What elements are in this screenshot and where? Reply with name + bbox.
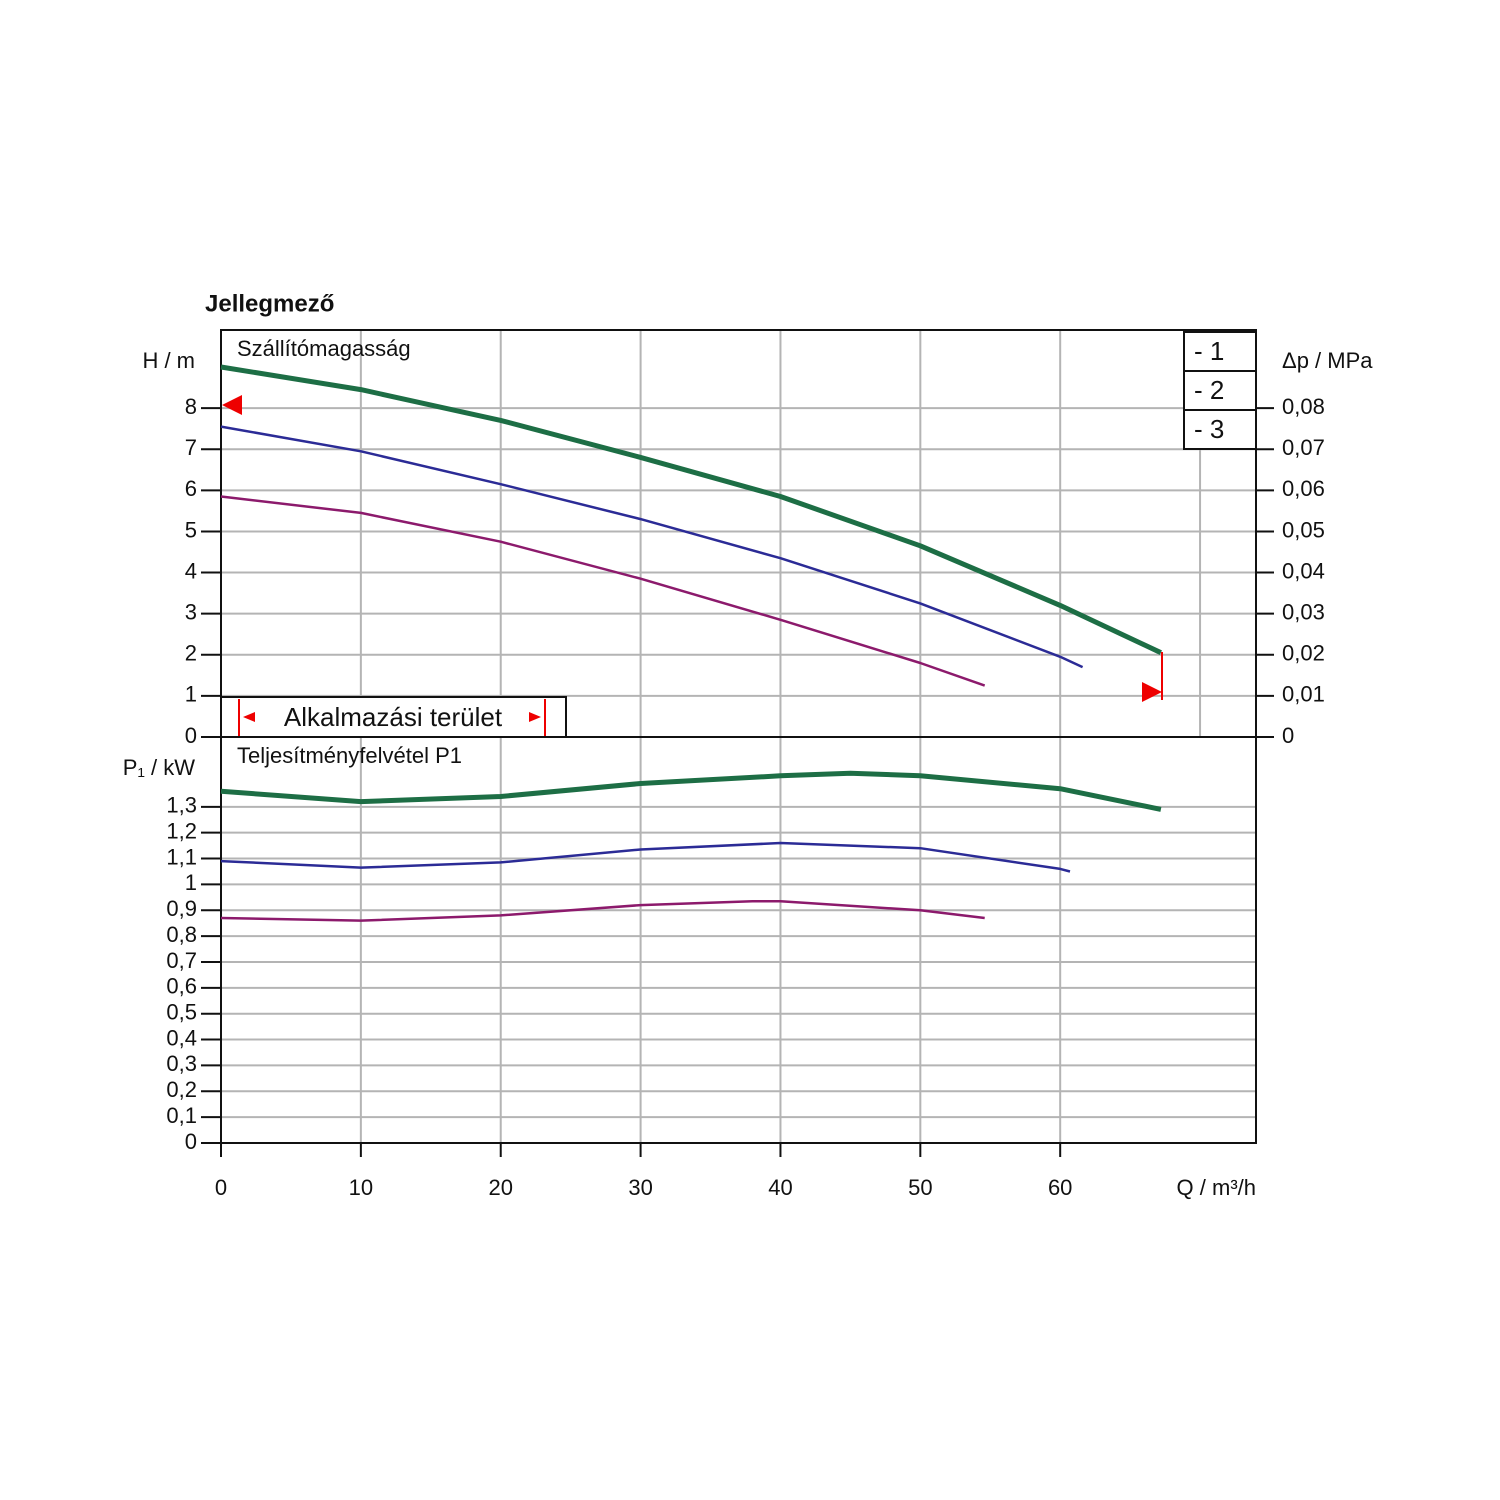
x-tick-label: 20	[488, 1175, 512, 1200]
annotation-box	[220, 696, 567, 738]
y2-axis-label: Δp / MPa	[1282, 348, 1373, 373]
y2-tick-label: 0	[1282, 723, 1294, 748]
plot-frame	[220, 736, 1257, 1144]
panel-title: Szállítómagasság	[237, 336, 411, 361]
y-tick-label: 0,4	[166, 1025, 197, 1050]
x-axis-label: Q / m³/h	[1177, 1175, 1256, 1200]
y-tick-label: 4	[185, 558, 197, 583]
y-tick-label: 3	[185, 599, 197, 624]
x-tick-label: 10	[349, 1175, 373, 1200]
y-tick-label: 0,8	[166, 922, 197, 947]
legend-label: - 2	[1194, 375, 1224, 405]
y2-tick-label: 0,06	[1282, 476, 1325, 501]
y-tick-label: 0,7	[166, 948, 197, 973]
y-tick-label: 0,3	[166, 1051, 197, 1076]
y-tick-label: 1,2	[166, 818, 197, 843]
y-tick-label: 0,1	[166, 1103, 197, 1128]
y-tick-label: 6	[185, 476, 197, 501]
y-tick-label: 0,5	[166, 1000, 197, 1025]
x-tick-label: 40	[768, 1175, 792, 1200]
y2-tick-label: 0,02	[1282, 641, 1325, 666]
y-tick-label: 1,3	[166, 793, 197, 818]
y-tick-label: 2	[185, 641, 197, 666]
x-tick-label: 60	[1048, 1175, 1072, 1200]
y-tick-label: 1	[185, 682, 197, 707]
y-tick-label: 0	[185, 723, 197, 748]
y-axis-label: H / m	[142, 348, 195, 373]
y2-tick-label: 0,05	[1282, 517, 1325, 542]
series-line	[220, 899, 985, 922]
series-line	[220, 425, 1084, 669]
y2-tick-label: 0,03	[1282, 599, 1325, 624]
legend-box	[1183, 409, 1257, 450]
x-tick-label: 30	[628, 1175, 652, 1200]
y-tick-label: 0,2	[166, 1077, 197, 1102]
y-tick-label: 5	[185, 517, 197, 542]
y-tick-label: 0,9	[166, 896, 197, 921]
series-line	[220, 770, 1162, 812]
panel-title: Teljesítményfelvétel P1	[237, 743, 462, 768]
x-tick-label: 0	[215, 1175, 227, 1200]
y-tick-label: 0,6	[166, 974, 197, 999]
series-line	[220, 495, 986, 687]
y-tick-label: 8	[185, 394, 197, 419]
series-line	[220, 364, 1162, 655]
y2-tick-label: 0,07	[1282, 435, 1325, 460]
annotation: Alkalmazási terület	[284, 702, 503, 732]
y-tick-label: 1,1	[166, 844, 197, 869]
y-axis-label: P₁ / kW	[123, 755, 195, 780]
y2-tick-label: 0,01	[1282, 682, 1325, 707]
chart-title: Jellegmező	[205, 290, 334, 317]
x-tick-label: 50	[908, 1175, 932, 1200]
legend-label: - 3	[1194, 414, 1224, 444]
series-line	[220, 841, 1071, 873]
y2-tick-label: 0,08	[1282, 394, 1325, 419]
legend-box	[1183, 331, 1257, 372]
y-tick-label: 7	[185, 435, 197, 460]
legend-label: - 1	[1194, 336, 1224, 366]
y2-tick-label: 0,04	[1282, 558, 1325, 583]
range-marker	[222, 395, 1162, 702]
y-tick-label: 1	[185, 870, 197, 895]
y-tick-label: 0	[185, 1129, 197, 1154]
